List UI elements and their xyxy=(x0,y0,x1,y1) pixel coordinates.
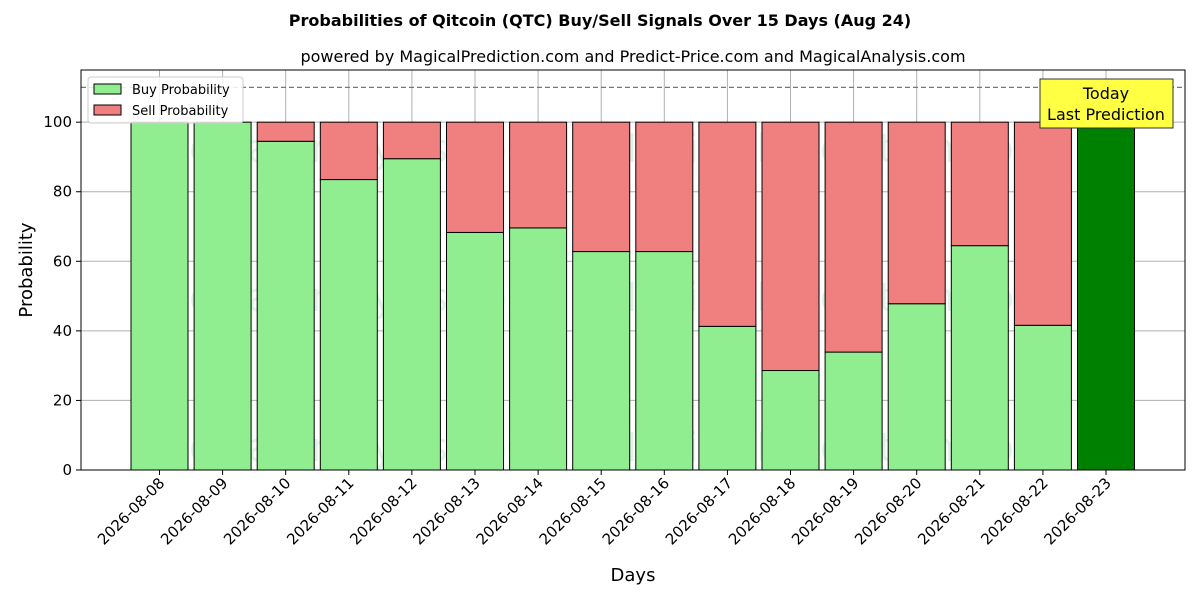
annotation-box xyxy=(1039,78,1174,129)
bar-buy xyxy=(572,251,631,471)
bar-sell xyxy=(761,121,820,372)
bar-buy xyxy=(950,245,1009,471)
bar-buy xyxy=(256,140,315,471)
bar-sell xyxy=(1013,121,1072,326)
bar-buy xyxy=(698,325,757,471)
x-tick-label: 2026-08-13 xyxy=(409,474,483,548)
x-tick-label: 2026-08-10 xyxy=(220,474,294,548)
annotation-text: Today xyxy=(1082,84,1129,103)
x-tick-label: 2026-08-14 xyxy=(473,474,547,548)
bar-sell xyxy=(824,121,883,353)
x-tick-label: 2026-08-21 xyxy=(914,474,988,548)
annotation-text: Last Prediction xyxy=(1047,105,1165,124)
x-tick-label: 2026-08-20 xyxy=(851,474,925,548)
annotation-today: Today Last Prediction xyxy=(1039,78,1174,129)
chart-title: Probabilities of Qitcoin (QTC) Buy/Sell … xyxy=(289,11,911,30)
bar-sell xyxy=(446,121,504,233)
bar-buy xyxy=(824,351,883,471)
x-tick-label: 2026-08-11 xyxy=(283,474,357,548)
bar-sell xyxy=(382,121,441,160)
legend-swatch xyxy=(93,104,122,116)
legend-label: Buy Probability xyxy=(132,83,230,98)
legend: Buy Probability Sell Probability xyxy=(87,76,244,124)
bar-buy xyxy=(635,251,694,471)
x-tick-label: 2026-08-17 xyxy=(662,474,736,548)
bar-buy xyxy=(319,179,378,471)
x-tick-label: 2026-08-12 xyxy=(346,474,420,548)
x-tick-label: 2026-08-15 xyxy=(536,474,610,548)
bar-sell xyxy=(698,121,757,327)
x-tick-label: 2026-08-23 xyxy=(1040,474,1114,548)
legend-box xyxy=(87,76,244,124)
x-tick-label: 2026-08-19 xyxy=(788,474,862,548)
bar-buy-highlight xyxy=(1077,121,1135,471)
plot-area: MagicalAnalysis.comMagicalPrediction.com… xyxy=(43,69,1186,548)
bar-sell xyxy=(572,121,631,253)
legend-swatch xyxy=(93,83,122,95)
bar-buy xyxy=(887,303,946,471)
bar-sell xyxy=(887,121,946,305)
bar-buy xyxy=(446,231,504,471)
y-tick-label: 20 xyxy=(53,391,72,409)
bar-sell xyxy=(256,121,315,142)
y-tick-label: 100 xyxy=(43,113,72,131)
y-tick-label: 60 xyxy=(53,252,72,270)
bar-sell xyxy=(635,121,694,253)
bar-sell xyxy=(509,121,568,229)
bar-buy xyxy=(193,121,252,471)
y-tick-label: 80 xyxy=(53,183,72,201)
x-tick-label: 2026-08-08 xyxy=(94,474,168,548)
plot-frame xyxy=(80,69,1186,471)
y-tick-label: 40 xyxy=(53,322,72,340)
bar-buy xyxy=(761,370,820,471)
x-tick-label: 2026-08-18 xyxy=(725,474,799,548)
y-axis-label: Probability xyxy=(16,222,37,317)
chart-subtitle: powered by MagicalPrediction.com and Pre… xyxy=(300,47,965,66)
y-tick-label: 0 xyxy=(62,461,72,479)
x-axis-label: Days xyxy=(611,565,656,586)
x-tick-label: 2026-08-22 xyxy=(977,474,1051,548)
bar-buy xyxy=(1013,324,1072,471)
bar-sell xyxy=(319,121,378,181)
x-tick-label: 2026-08-16 xyxy=(599,474,673,548)
legend-label: Sell Probability xyxy=(132,104,229,119)
bar-buy xyxy=(382,158,441,471)
bar-sell xyxy=(950,121,1009,247)
bar-buy xyxy=(509,227,568,471)
bar-buy xyxy=(130,121,189,471)
x-tick-label: 2026-08-09 xyxy=(157,474,231,548)
